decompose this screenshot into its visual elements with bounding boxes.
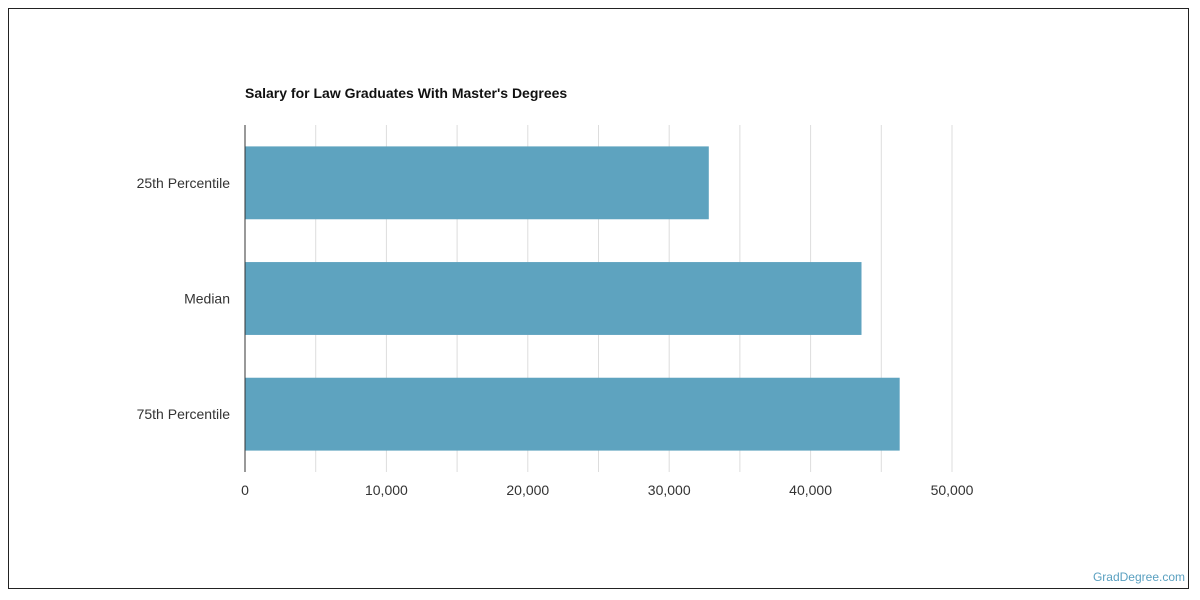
x-tick-label: 20,000 <box>506 482 549 498</box>
category-label: 75th Percentile <box>137 406 231 422</box>
x-tick-label: 50,000 <box>931 482 974 498</box>
category-label: 25th Percentile <box>137 175 231 191</box>
x-tick-labels: 0 10,000 20,000 30,000 40,000 50,000 <box>241 482 974 498</box>
x-tick-label: 30,000 <box>648 482 691 498</box>
x-tick-label: 0 <box>241 482 249 498</box>
x-tick-label: 10,000 <box>365 482 408 498</box>
source-watermark[interactable]: GradDegree.com <box>1092 570 1185 584</box>
bar[interactable] <box>245 146 709 220</box>
bar[interactable] <box>245 262 862 335</box>
bars <box>245 146 900 451</box>
x-tick-label: 40,000 <box>789 482 832 498</box>
category-labels: 25th Percentile Median 75th Percentile <box>137 175 231 422</box>
chart-title: Salary for Law Graduates With Master's D… <box>245 85 568 101</box>
category-label: Median <box>184 291 230 307</box>
bar[interactable] <box>245 377 900 451</box>
